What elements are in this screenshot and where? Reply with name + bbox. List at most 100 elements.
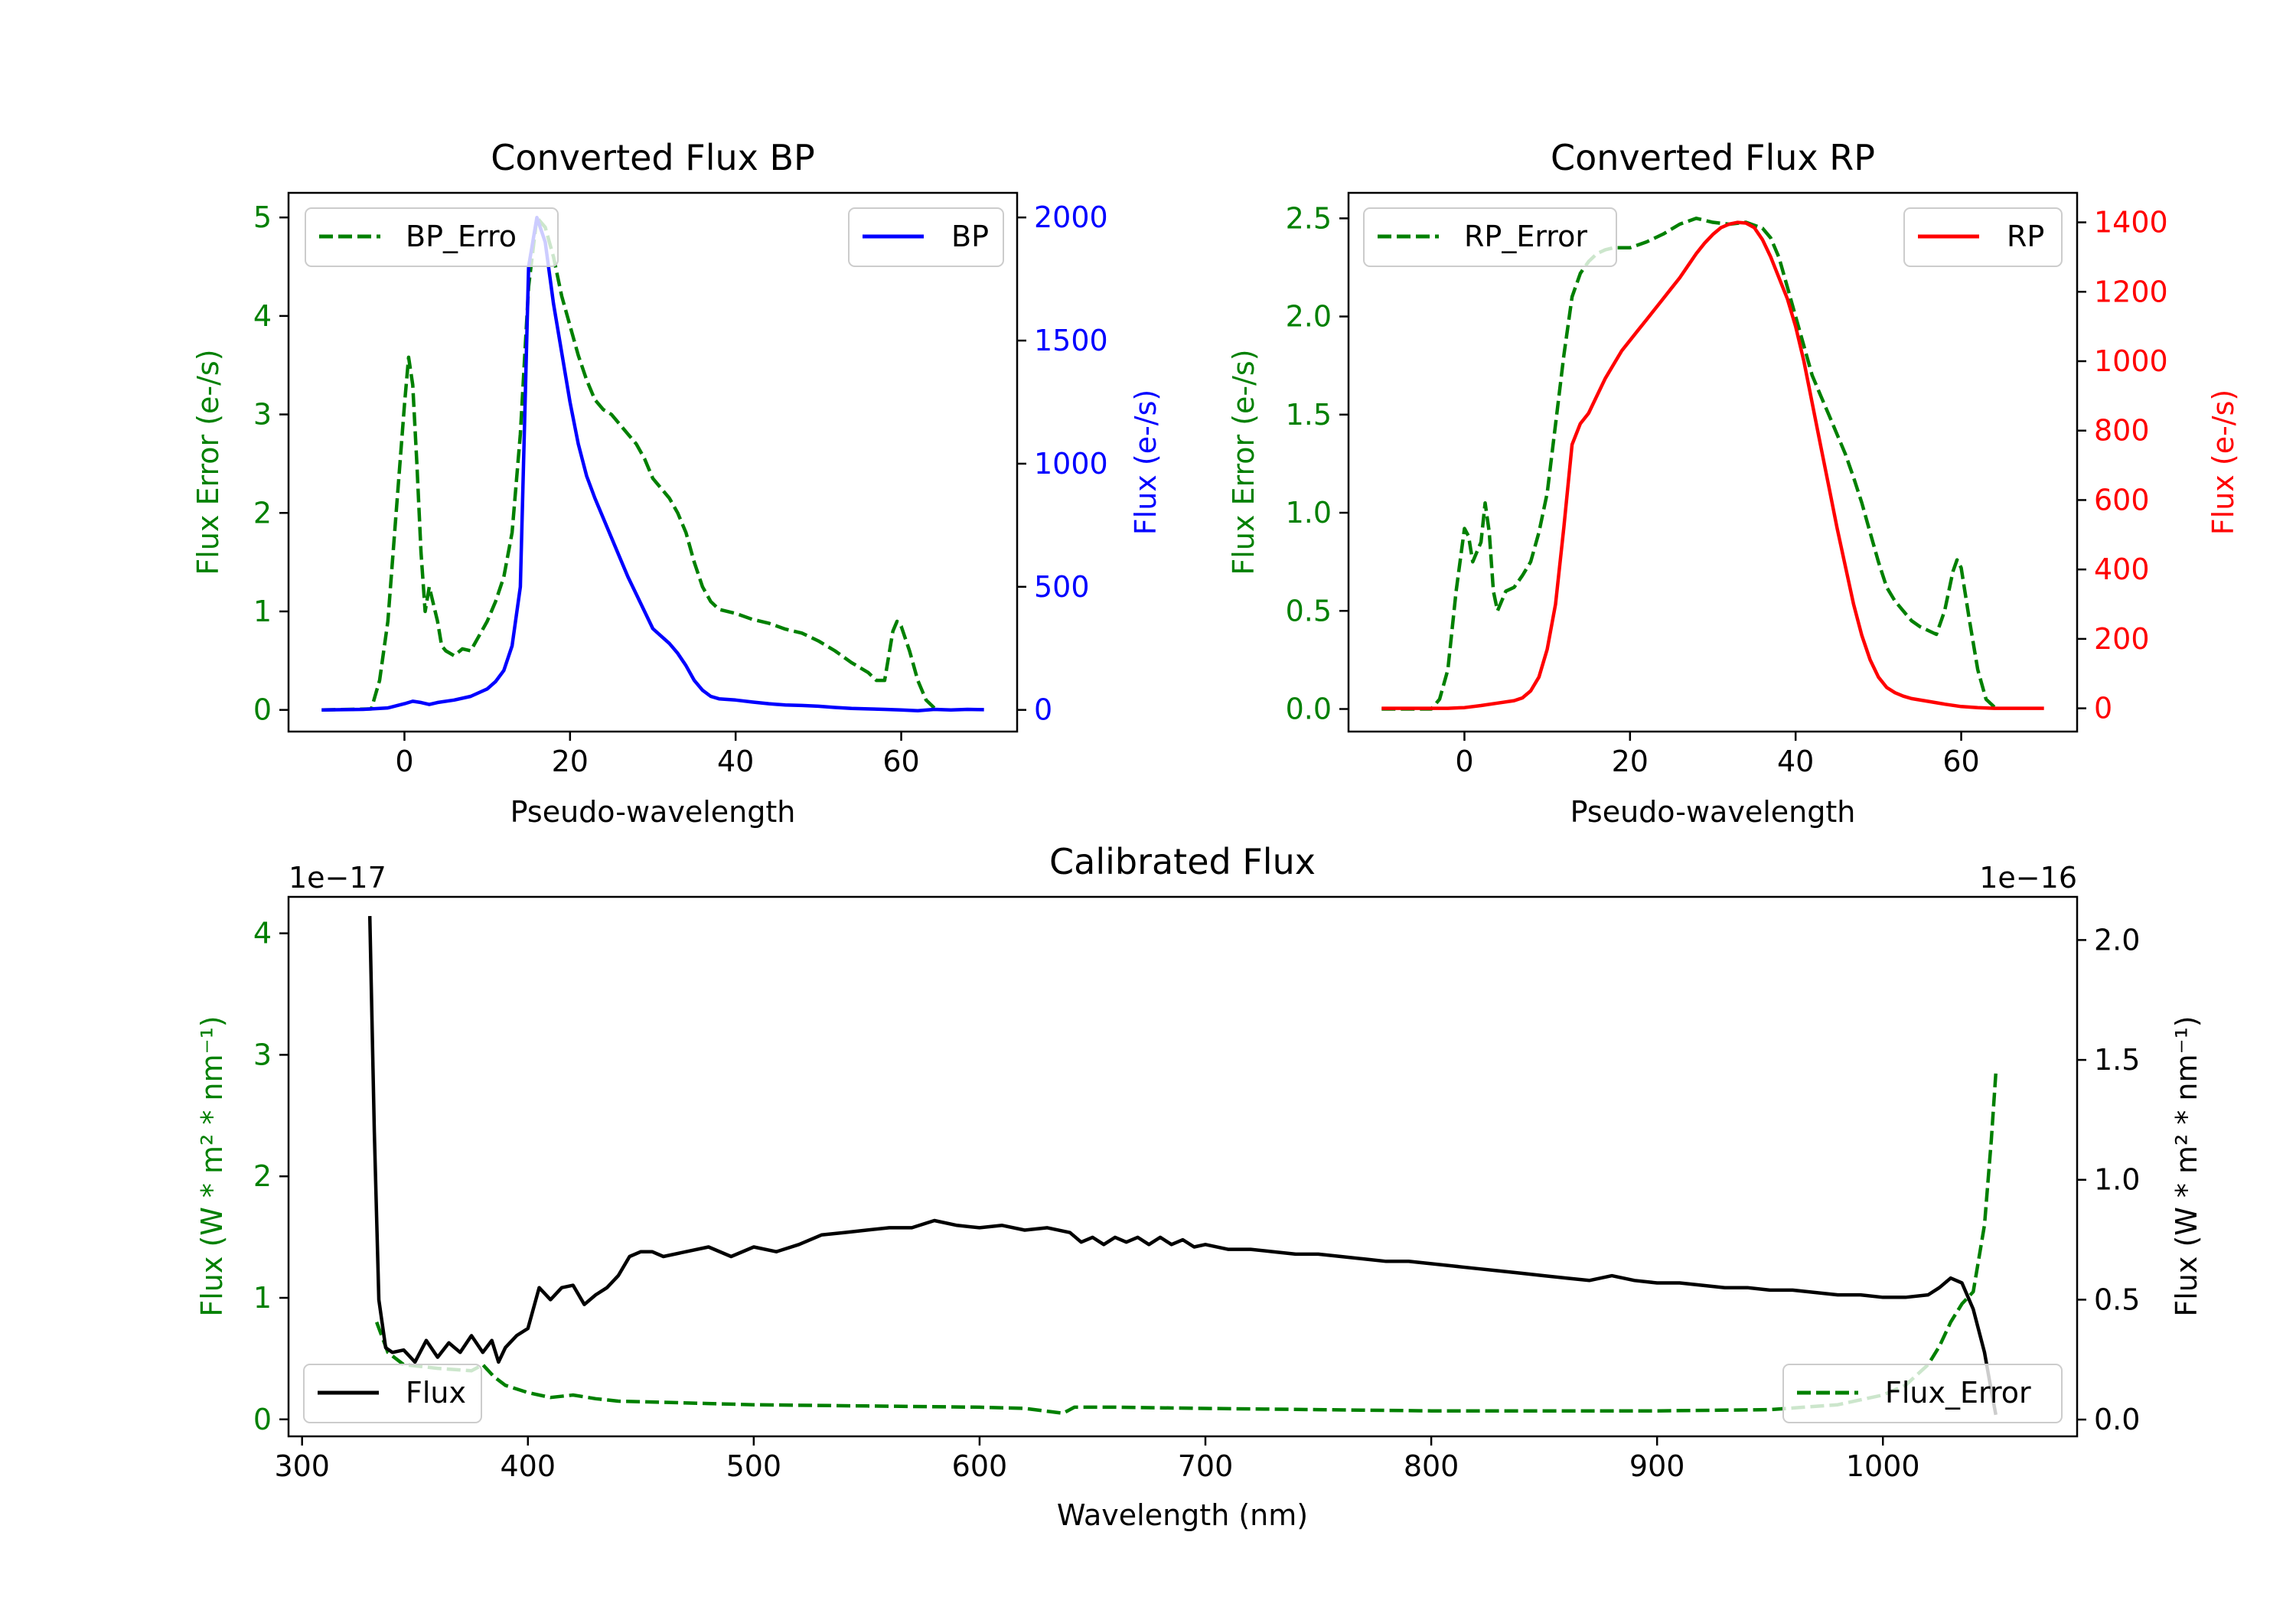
panel-bp-legend-left-box [305,207,559,267]
panel-bp-x-label: Pseudo-wavelength [510,795,796,829]
panel-calibrated-x-tick-label: 300 [274,1449,330,1483]
panel-bp-series-bp [321,215,984,712]
panel-bp-x-tick-label: 20 [552,745,589,778]
panel-calibrated-right-tick-label: 1.5 [2094,1043,2140,1077]
panel-rp-legend-left-box [1363,207,1617,267]
panel-rp-left-y-label: Flux Error (e-/s) [1227,349,1261,575]
panel-calibrated-x-ticks: 300 400 500 600 700 800 900 1000 [274,1436,1920,1483]
panel-rp-right-tick-label: 1400 [2094,206,2168,240]
panel-rp-legend-left-label: RP_Error [1464,220,1587,253]
panel-bp-left-tick-label: 1 [253,595,272,628]
panel-rp-legend-right-box [1903,207,2063,267]
panel-rp-right-y-label: Flux (e-/s) [2206,390,2240,535]
panel-rp-x-tick-label: 60 [1942,745,1979,778]
panel-bp-lines [321,215,984,712]
panel-calibrated: Calibrated Flux 1e−17 1e−16 300 400 500 600… [195,841,2203,1532]
panel-calibrated-series-flux-error [374,1073,1998,1416]
panel-calibrated-x-tick-label: 800 [1404,1449,1459,1483]
panel-bp-legend-right-box [848,207,1004,267]
panel-bp-frame [287,191,1019,733]
panel-rp-left-tick-label: 1.5 [1286,398,1332,432]
panel-bp-left-tick-label: 3 [253,398,272,432]
panel-rp-left-tick-label: 0.0 [1286,693,1332,726]
panel-calibrated-right-tick-label: 2.0 [2094,923,2140,957]
panel-calibrated-right-tick-label: 0.0 [2094,1403,2140,1436]
panel-rp-right-ticks: 0 200 400 600 800 1000 1200 1400 [2077,206,2168,725]
panel-rp-lines [1381,217,2044,711]
panel-bp-x-tick-label: 60 [882,745,919,778]
panel-bp-right-ticks: 0 500 1000 1500 2000 [1017,200,1108,727]
panel-calibrated-lines [367,916,1998,1416]
panel-rp-right-tick-label: 200 [2094,622,2150,656]
panel-bp-x-tick-label: 40 [717,745,754,778]
panel-calibrated-x-label: Wavelength (nm) [1057,1498,1308,1532]
panel-calibrated-x-tick-label: 400 [501,1449,556,1483]
panel-bp-legend-right-label: BP [951,220,989,253]
panel-rp-left-tick-label: 1.0 [1286,496,1332,530]
panel-rp-left-tick-label: 0.5 [1286,594,1332,627]
panel-calibrated-legend-left: Flux [303,1364,482,1423]
panel-bp-left-y-label: Flux Error (e-/s) [191,349,225,575]
panel-rp-right-tick-label: 800 [2094,414,2150,448]
panel-calibrated-left-offset: 1e−17 [289,861,386,895]
panel-calibrated-x-tick-label: 700 [1178,1449,1234,1483]
panel-bp-left-ticks: 0 1 2 3 4 5 [253,200,289,727]
panel-calibrated-x-tick-label: 1000 [1846,1449,1920,1483]
panel-bp: Converted Flux BP 0 20 40 60 0 1 2 3 4 5 0 500 100… [191,137,1163,829]
panel-bp-x-tick-label: 0 [395,745,413,778]
panel-calibrated-left-y-label: Flux (W * m² * nm⁻¹) [195,1015,229,1316]
panel-bp-title: Converted Flux BP [491,137,815,178]
panel-bp-left-tick-label: 0 [253,693,272,727]
panel-rp-x-label: Pseudo-wavelength [1570,795,1856,829]
panel-rp-left-tick-label: 2.5 [1286,201,1332,235]
panel-rp-x-tick-label: 0 [1455,745,1473,778]
panel-calibrated-x-tick-label: 600 [952,1449,1008,1483]
panel-calibrated-legend-right-label: Flux_Error [1885,1376,2031,1410]
panel-rp-left-tick-label: 2.0 [1286,300,1332,334]
panel-calibrated-left-tick-label: 1 [253,1281,272,1315]
panel-rp-legend-right-label: RP [2007,220,2044,253]
panel-rp-right-tick-label: 0 [2094,692,2112,725]
panel-rp-right-tick-label: 400 [2094,553,2150,586]
panel-bp-x-ticks: 0 20 40 60 [395,732,920,778]
panel-calibrated-right-tick-label: 0.5 [2094,1283,2140,1316]
panel-calibrated-x-tick-label: 900 [1629,1449,1685,1483]
panel-rp-series-rp-error [1381,217,1996,711]
panel-bp-legend-left-label: BP_Erro [406,220,517,253]
panel-calibrated-legend-left-box [303,1364,482,1423]
panel-bp-right-tick-label: 500 [1034,570,1090,604]
panel-rp-legend-left: RP_Error [1363,207,1617,267]
panel-calibrated-right-offset: 1e−16 [1979,861,2077,895]
panel-bp-right-tick-label: 1000 [1034,447,1108,481]
panel-bp-right-y-label: Flux (e-/s) [1129,390,1163,535]
panel-bp-legend-left: BP_Erro [305,207,559,267]
panel-calibrated-right-y-label: Flux (W * m² * nm⁻¹) [2170,1015,2203,1316]
panel-calibrated-right-ticks: 0.0 0.5 1.0 1.5 2.0 [2077,923,2140,1436]
panel-calibrated-frame [287,895,2079,1438]
panel-calibrated-series-flux [367,916,1998,1416]
panel-calibrated-left-tick-label: 4 [253,917,272,950]
panel-rp-legend-right: RP [1903,207,2063,267]
panel-rp-x-tick-label: 20 [1612,745,1649,778]
panel-rp-title: Converted Flux RP [1551,137,1875,178]
panel-calibrated-legend-left-label: Flux [406,1376,466,1410]
panel-rp-x-ticks: 0 20 40 60 [1455,732,1980,778]
panel-calibrated-title: Calibrated Flux [1049,841,1316,882]
panel-calibrated-legend-right-box [1782,1364,2063,1423]
panel-bp-right-tick-label: 0 [1034,693,1052,727]
panel-bp-series-bp-error [321,215,936,712]
panel-bp-right-tick-label: 2000 [1034,200,1108,234]
panel-bp-right-tick-label: 1500 [1034,324,1108,357]
panel-calibrated-left-ticks: 0 1 2 3 4 [253,917,289,1436]
panel-rp-left-ticks: 0.0 0.5 1.0 1.5 2.0 2.5 [1286,201,1349,726]
panel-rp-right-tick-label: 600 [2094,483,2150,517]
panel-calibrated-left-tick-label: 0 [253,1403,272,1436]
panel-rp-series-rp [1381,220,2044,710]
panel-calibrated-x-tick-label: 500 [726,1449,782,1483]
panel-rp-right-tick-label: 1000 [2094,344,2168,378]
panel-rp-x-tick-label: 40 [1777,745,1814,778]
panel-bp-left-tick-label: 5 [253,200,272,234]
panel-rp-frame [1347,191,2079,733]
panel-calibrated-legend-right: Flux_Error [1782,1364,2063,1423]
